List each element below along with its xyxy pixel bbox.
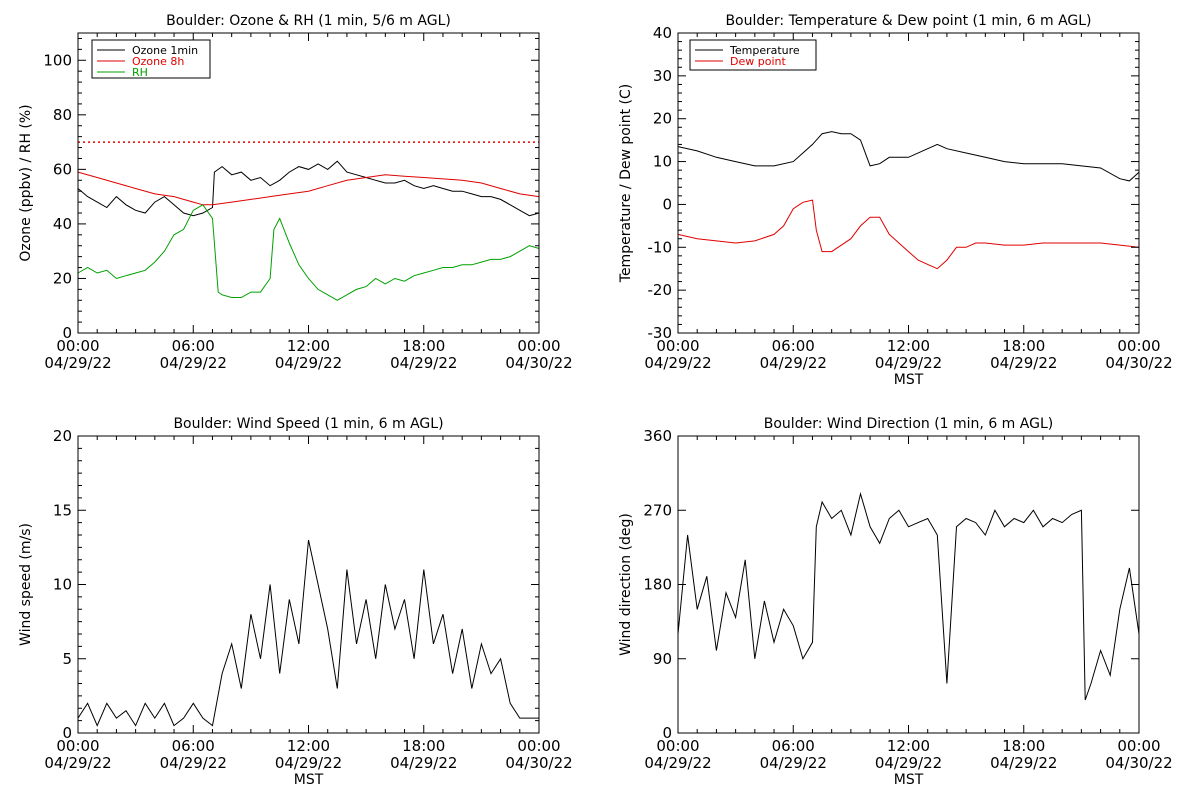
x-tick-time: 06:00 (172, 737, 215, 755)
y-tick-label: -30 (648, 324, 673, 342)
y-tick-label: 30 (653, 67, 672, 85)
y-axis-label: Wind direction (deg) (618, 513, 634, 656)
y-axis-label: Ozone (ppbv) / RH (%) (18, 104, 34, 261)
x-tick-date: 04/29/22 (390, 754, 457, 772)
y-tick-label: 270 (643, 501, 672, 519)
x-tick-time: 00:00 (1117, 337, 1160, 355)
x-tick-date: 04/30/22 (505, 354, 572, 372)
y-tick-label: 5 (62, 650, 72, 668)
x-tick-time: 00:00 (1117, 737, 1160, 755)
x-tick-date: 04/29/22 (875, 354, 942, 372)
x-tick-date: 04/29/22 (760, 354, 827, 372)
x-axis-label: MST (894, 772, 924, 788)
legend-frame (689, 39, 817, 71)
y-tick-label: 15 (53, 501, 72, 519)
y-tick-label: 20 (653, 110, 672, 128)
y-tick-label: 100 (43, 51, 72, 69)
y-tick-label: 60 (53, 160, 72, 178)
x-tick-date: 04/29/22 (644, 754, 711, 772)
legend-entry: Ozone 8h (132, 55, 184, 68)
x-tick-time: 00:00 (56, 737, 99, 755)
y-tick-label: 20 (53, 269, 72, 287)
series-line-dew-point (677, 199, 1140, 270)
series-line-ozone-1min (77, 160, 540, 217)
y-tick-label: 180 (643, 576, 672, 594)
x-tick-time: 06:00 (772, 737, 815, 755)
series-line-1 (77, 539, 539, 727)
x-tick-time: 00:00 (56, 337, 99, 355)
chart-title: Boulder: Ozone & RH (1 min, 5/6 m AGL) (166, 13, 451, 29)
x-tick-time: 00:00 (656, 737, 699, 755)
x-tick-date: 04/29/22 (644, 354, 711, 372)
legend-entry: Ozone 1min (132, 44, 198, 57)
y-tick-label: 0 (662, 195, 672, 213)
series-line-ozone-8h (77, 171, 540, 206)
chart-title: Boulder: Wind Direction (1 min, 6 m AGL) (764, 416, 1053, 432)
legend-entry: Dew point (730, 55, 786, 68)
x-tick-time: 12:00 (887, 737, 930, 755)
y-axis-label: Temperature / Dew point (C) (618, 84, 634, 283)
x-tick-time: 06:00 (772, 337, 815, 355)
x-tick-date: 04/29/22 (160, 754, 227, 772)
legend-entry: Temperature (729, 44, 800, 57)
y-tick-label: 10 (653, 153, 672, 171)
x-tick-time: 00:00 (517, 737, 560, 755)
y-tick-label: -20 (648, 281, 673, 299)
chart-panel-1: Boulder: Ozone & RH (1 min, 5/6 m AGL) 0 2… (18, 13, 573, 372)
x-tick-date: 04/30/22 (1105, 754, 1172, 772)
x-tick-time: 18:00 (1002, 337, 1045, 355)
series-line-1 (677, 491, 1140, 701)
x-tick-time: 00:00 (656, 337, 699, 355)
x-tick-date: 04/29/22 (160, 354, 227, 372)
x-axis-label: MST (294, 772, 324, 788)
x-tick-date: 04/29/22 (760, 754, 827, 772)
x-tick-time: 18:00 (1002, 737, 1045, 755)
x-tick-date: 04/29/22 (275, 754, 342, 772)
x-axis-label: MST (894, 372, 924, 388)
x-tick-date: 04/29/22 (44, 754, 111, 772)
y-tick-label: 40 (53, 215, 72, 233)
series-line-rh (77, 204, 540, 301)
legend-entry: RH (132, 66, 148, 79)
y-tick-label: 90 (653, 650, 672, 668)
x-tick-date: 04/29/22 (990, 354, 1057, 372)
series-line-temperature (677, 131, 1140, 182)
x-tick-date: 04/29/22 (44, 354, 111, 372)
chart-panel-2: Boulder: Temperature & Dew point (1 min,… (618, 13, 1173, 388)
chart-title: Boulder: Temperature & Dew point (1 min,… (725, 13, 1091, 29)
chart-panel-3: Boulder: Wind Speed (1 min, 6 m AGL) 0 5 10… (18, 416, 573, 788)
y-tick-label: 10 (53, 576, 72, 594)
x-tick-time: 12:00 (287, 337, 330, 355)
x-tick-time: 18:00 (402, 737, 445, 755)
y-tick-label: -10 (648, 238, 673, 256)
x-tick-date: 04/29/22 (875, 754, 942, 772)
chart-panel-4: Boulder: Wind Direction (1 min, 6 m AGL)… (618, 416, 1173, 788)
x-tick-time: 00:00 (517, 337, 560, 355)
x-tick-time: 18:00 (402, 337, 445, 355)
chart-title: Boulder: Wind Speed (1 min, 6 m AGL) (173, 416, 443, 432)
y-tick-label: 20 (53, 427, 72, 445)
y-tick-label: 0 (62, 724, 72, 742)
y-tick-label: 360 (643, 427, 672, 445)
y-tick-label: 80 (53, 106, 72, 124)
plot-frame (677, 32, 1140, 334)
y-tick-label: 0 (62, 324, 72, 342)
x-tick-date: 04/29/22 (390, 354, 457, 372)
y-tick-label: 0 (662, 724, 672, 742)
x-tick-time: 12:00 (887, 337, 930, 355)
x-tick-time: 12:00 (287, 737, 330, 755)
y-axis-label: Wind speed (m/s) (18, 523, 34, 646)
x-tick-date: 04/29/22 (990, 754, 1057, 772)
y-tick-label: 40 (653, 24, 672, 42)
x-tick-date: 04/30/22 (1105, 354, 1172, 372)
plot-frame (77, 435, 540, 734)
x-tick-date: 04/30/22 (505, 754, 572, 772)
x-tick-time: 06:00 (172, 337, 215, 355)
x-tick-date: 04/29/22 (275, 354, 342, 372)
